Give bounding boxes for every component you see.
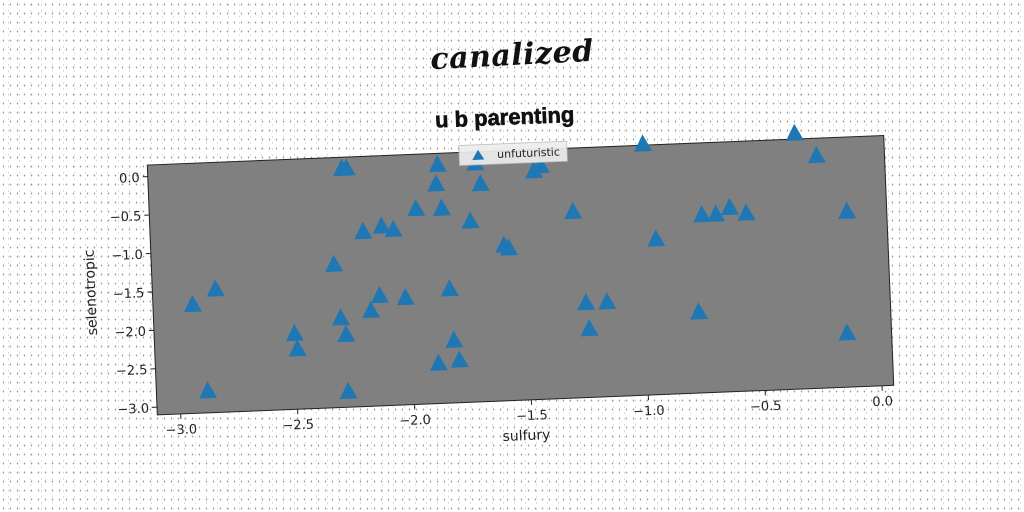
data-point-triangle	[206, 279, 225, 297]
data-point-triangle	[370, 285, 389, 304]
data-point-triangle	[325, 254, 344, 272]
y-tick-label: −2.5	[116, 363, 148, 379]
y-tick-label: −2.0	[114, 325, 146, 341]
data-point-triangle	[471, 174, 490, 192]
data-point-triangle	[337, 324, 356, 343]
legend-box	[458, 140, 568, 166]
data-point-triangle	[807, 145, 826, 164]
data-point-triangle	[634, 134, 653, 152]
data-point-triangle	[532, 156, 550, 174]
legend-triangle-icon	[472, 149, 485, 161]
data-point-triangle	[721, 197, 739, 216]
data-point-triangle	[427, 174, 446, 192]
data-point-triangle	[461, 211, 480, 229]
data-point-triangle	[580, 319, 599, 337]
data-point-triangle	[450, 350, 469, 368]
data-point-triangle	[183, 294, 202, 313]
data-point-triangle	[429, 353, 448, 371]
data-point-triangle	[690, 302, 709, 320]
x-tick-label: −3.0	[165, 422, 197, 438]
x-tick-label: 0.0	[872, 394, 893, 410]
data-point-triangle	[384, 219, 403, 238]
data-point-triangle	[577, 292, 596, 311]
y-tick-label: −1.5	[113, 286, 145, 302]
data-point-triangle	[564, 201, 583, 220]
y-tick-label: −3.0	[117, 402, 149, 418]
data-point-triangle	[500, 238, 519, 256]
data-point-triangle	[372, 216, 391, 234]
y-axis-label: selenotropic	[82, 249, 101, 335]
chart-title: u b parenting	[435, 102, 575, 133]
data-point-triangle	[647, 229, 666, 247]
data-point-triangle	[288, 339, 307, 357]
data-point-triangle	[440, 279, 459, 297]
data-point-triangle	[407, 198, 426, 217]
data-point-triangle	[598, 292, 617, 310]
data-point-triangle	[354, 221, 373, 240]
data-point-triangle	[707, 204, 726, 222]
y-tick-label: −0.5	[110, 209, 142, 225]
data-point-triangle	[838, 201, 857, 219]
data-point-triangle	[362, 300, 381, 319]
plot-area	[146, 134, 895, 416]
x-axis-ticks: −3.0 −2.5 −2.0 −1.5 −1.0 −0.5 0.0	[165, 385, 893, 439]
x-tick-label: −1.5	[516, 408, 548, 424]
x-tick-label: −1.0	[633, 404, 665, 420]
data-point-triangle	[339, 381, 358, 400]
x-tick-label: −0.5	[750, 399, 782, 415]
data-point-triangle	[285, 323, 304, 342]
data-point-triangle	[433, 198, 452, 217]
data-point-triangle	[737, 203, 756, 221]
data-point-triangle	[337, 158, 356, 176]
x-tick-label: −2.5	[282, 418, 314, 434]
data-point-triangle	[332, 308, 351, 326]
x-axis-label: sulfury	[502, 427, 551, 445]
y-tick-label: 0.0	[119, 171, 140, 187]
data-point-triangle	[785, 123, 804, 142]
y-axis-ticks: 0.0 −0.5 −1.0 −1.5 −2.0 −2.5 −3.0	[110, 171, 158, 418]
data-point-triangle	[445, 330, 464, 348]
x-tick-label: −2.0	[399, 413, 431, 429]
legend-label: unfuturistic	[497, 146, 560, 162]
y-tick-label: −1.0	[111, 248, 143, 264]
data-point-triangle	[693, 205, 712, 223]
data-point-triangle	[396, 287, 415, 306]
data-point-triangle	[838, 323, 857, 341]
data-points	[183, 123, 857, 400]
data-point-triangle	[428, 154, 447, 173]
legend: unfuturistic	[458, 140, 568, 166]
data-point-triangle	[199, 381, 218, 399]
